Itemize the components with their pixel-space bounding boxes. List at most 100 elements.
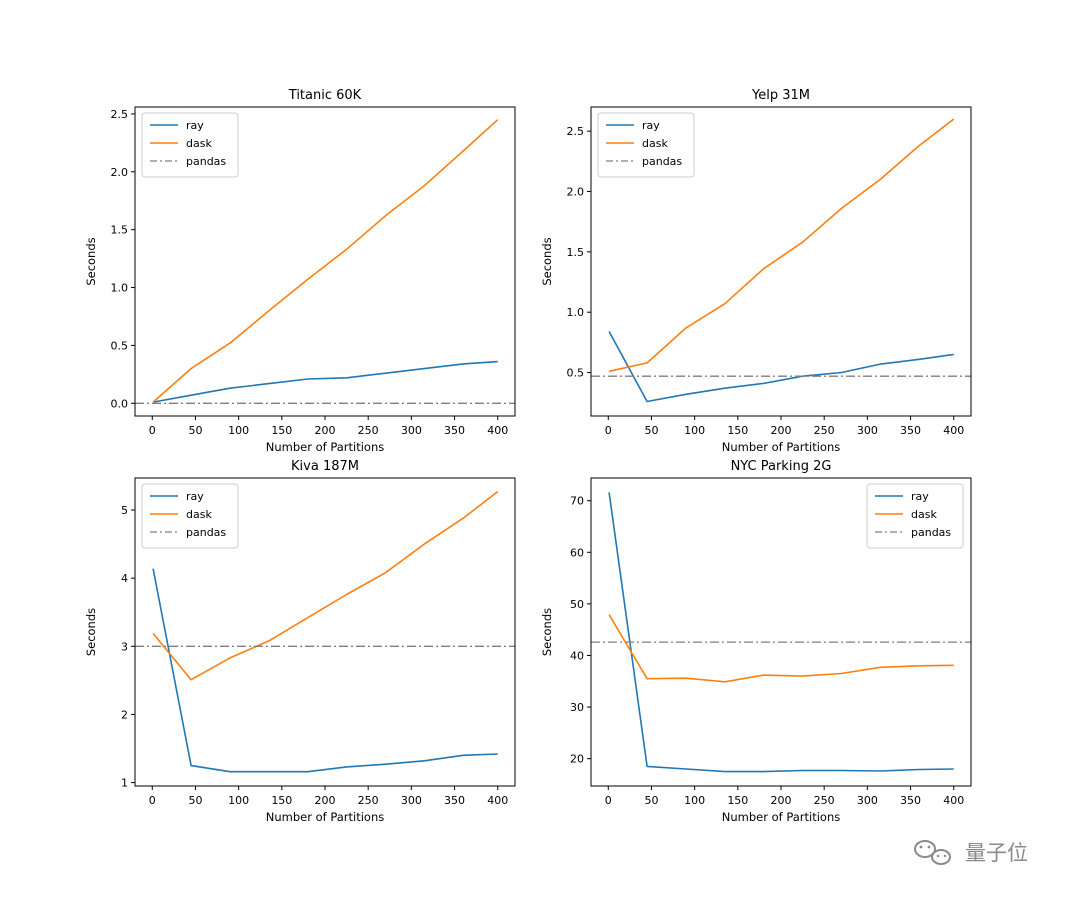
- x-tick-label: 250: [814, 424, 835, 437]
- chart-title: NYC Parking 2G: [731, 459, 832, 474]
- legend-label-ray: ray: [186, 119, 204, 132]
- x-tick-label: 350: [444, 424, 465, 437]
- x-tick-label: 350: [900, 424, 921, 437]
- x-tick-label: 150: [727, 794, 748, 807]
- watermark-text: 量子位: [965, 841, 1028, 865]
- series-lines: [591, 492, 971, 773]
- y-tick-label: 1.0: [111, 282, 129, 295]
- legend-label-dask: dask: [186, 137, 212, 150]
- x-tick-label: 150: [271, 794, 292, 807]
- x-axis-label: Number of Partitions: [722, 440, 841, 454]
- x-tick-label: 250: [358, 794, 379, 807]
- x-tick-label: 300: [857, 794, 878, 807]
- chart-title: Yelp 31M: [751, 88, 810, 103]
- y-tick-label: 2: [121, 708, 128, 721]
- series-lines: [135, 119, 515, 404]
- x-tick-label: 200: [771, 794, 792, 807]
- watermark: 量子位: [914, 840, 1028, 865]
- x-tick-label: 300: [401, 424, 422, 437]
- x-tick-label: 300: [401, 794, 422, 807]
- x-tick-label: 100: [228, 794, 249, 807]
- x-axis-label: Number of Partitions: [266, 810, 385, 824]
- x-tick-label: 100: [228, 424, 249, 437]
- legend-label-ray: ray: [642, 119, 660, 132]
- x-tick-label: 350: [444, 794, 465, 807]
- series-line-ray: [608, 331, 954, 403]
- y-tick-label: 2.0: [567, 185, 585, 198]
- legend-label-pandas: pandas: [642, 155, 682, 168]
- x-tick-label: 50: [188, 794, 202, 807]
- y-tick-label: 0.0: [111, 397, 129, 410]
- legend: ray dask pandas: [141, 483, 239, 549]
- y-tick-label: 70: [570, 495, 584, 508]
- series-line-ray: [152, 360, 498, 403]
- series-lines: [135, 490, 515, 773]
- legend-label-dask: dask: [186, 508, 212, 521]
- subplot-2: 0 50 100 150 200 250 300 350 400 0.5 1.0 1.5 2.0 2.5 Y…: [540, 88, 972, 454]
- series-line-ray: [608, 492, 954, 773]
- subplot-1: 0 50 100 150 200 250 300 350 400 0.0 0.5 1.0 1.5 2.0 2…: [84, 88, 516, 454]
- x-tick-label: 400: [487, 424, 508, 437]
- subplots: 0 50 100 150 200 250 300 350 4000.00.51.01.52.02…: [84, 88, 972, 824]
- x-tick-label: 300: [857, 424, 878, 437]
- x-tick-label: 0: [149, 794, 156, 807]
- y-tick-label: 20: [570, 753, 584, 766]
- y-tick-label: 1: [121, 777, 128, 790]
- legend-label-ray: ray: [911, 490, 929, 503]
- y-tick-label: 40: [570, 649, 584, 662]
- y-tick-label: 1.5: [567, 246, 585, 259]
- x-tick-label: 250: [358, 424, 379, 437]
- legend-label-pandas: pandas: [186, 526, 226, 539]
- legend-label-pandas: pandas: [911, 526, 951, 539]
- y-tick-label: 2.0: [111, 166, 129, 179]
- y-tick-label: 30: [570, 701, 584, 714]
- x-tick-label: 350: [900, 794, 921, 807]
- x-tick-label: 0: [149, 424, 156, 437]
- y-tick-label: 60: [570, 546, 584, 559]
- subplot-3: 0 50 100 150 200 250 300 350 400 1 2 3 4 5 Kiva 187M Nu…: [84, 459, 516, 824]
- subplot-4: 0 50 100 150 200 250 300 350 400 20 30 40 50 60 70 NYC …: [540, 459, 972, 824]
- series-line-dask: [152, 490, 499, 681]
- y-tick-label: 4: [121, 572, 128, 585]
- chart-title: Kiva 187M: [291, 459, 359, 474]
- y-tick-label: 2.5: [111, 108, 129, 121]
- y-axis-label: Seconds: [84, 608, 98, 656]
- y-tick-label: 3: [121, 640, 128, 653]
- legend: ray dask pandas: [597, 112, 695, 178]
- legend: ray dask pandas: [141, 112, 239, 178]
- y-tick-label: 1.0: [567, 306, 585, 319]
- y-tick-label: 0.5: [567, 367, 585, 380]
- legend-label-dask: dask: [642, 137, 668, 150]
- y-axis-label: Seconds: [540, 237, 554, 285]
- legend: ray dask pandas: [866, 483, 964, 549]
- x-tick-label: 200: [771, 424, 792, 437]
- legend-label-dask: dask: [911, 508, 937, 521]
- x-tick-label: 200: [315, 424, 336, 437]
- legend-label-ray: ray: [186, 490, 204, 503]
- x-tick-label: 100: [684, 794, 705, 807]
- legend-label-pandas: pandas: [186, 155, 226, 168]
- y-axis-label: Seconds: [84, 237, 98, 285]
- y-tick-label: 50: [570, 598, 584, 611]
- x-tick-label: 50: [644, 424, 658, 437]
- x-tick-label: 50: [644, 794, 658, 807]
- x-tick-label: 0: [605, 424, 612, 437]
- series-line-dask: [152, 119, 499, 403]
- series-line-dask: [608, 614, 954, 683]
- x-tick-label: 400: [487, 794, 508, 807]
- x-tick-label: 200: [315, 794, 336, 807]
- x-axis-label: Number of Partitions: [722, 810, 841, 824]
- series-line-dask: [608, 118, 955, 373]
- y-tick-label: 1.5: [111, 224, 129, 237]
- x-tick-label: 250: [814, 794, 835, 807]
- x-axis-label: Number of Partitions: [266, 440, 385, 454]
- y-tick-label: 2.5: [567, 125, 585, 138]
- series-line-ray: [152, 568, 498, 773]
- chart-title: Titanic 60K: [288, 88, 362, 103]
- x-tick-label: 100: [684, 424, 705, 437]
- x-tick-label: 150: [727, 424, 748, 437]
- wechat-icon: [914, 840, 951, 865]
- series-lines: [591, 118, 971, 403]
- x-tick-label: 400: [943, 794, 964, 807]
